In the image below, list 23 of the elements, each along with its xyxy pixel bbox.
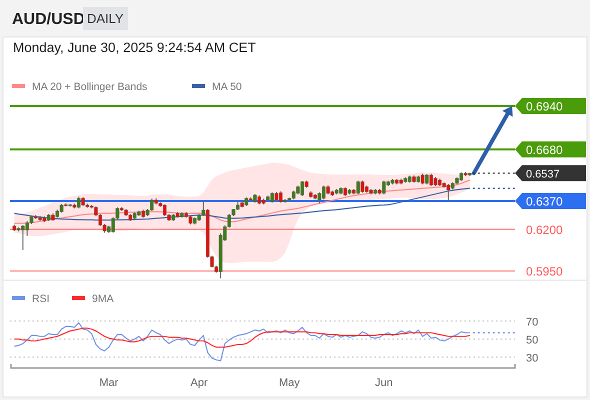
line-series bbox=[14, 328, 470, 348]
x-tick-label: Apr bbox=[190, 377, 208, 389]
x-tick-label: Jun bbox=[375, 377, 393, 389]
legend-label: RSI bbox=[32, 293, 50, 305]
legend-label: 9MA bbox=[92, 293, 114, 305]
y-tick-label: 0.5950 bbox=[526, 264, 564, 279]
y-tick-label: 0.6370 bbox=[526, 194, 564, 209]
y-tick-label: 30 bbox=[526, 352, 538, 365]
y-tick-label: 70 bbox=[526, 316, 538, 328]
y-tick-label: 0.6940 bbox=[526, 100, 564, 114]
x-tick-label: Mar bbox=[99, 377, 119, 389]
y-tick-label: 0.6680 bbox=[526, 142, 564, 157]
chart-title: AUD/USD bbox=[12, 11, 85, 28]
chart-subtitle: Monday, June 30, 2025 9:24:54 AM CET bbox=[13, 40, 256, 55]
x-tick-label: May bbox=[278, 377, 300, 389]
candlestick bbox=[434, 176, 438, 187]
line-series bbox=[14, 322, 470, 362]
text: DAILY bbox=[87, 11, 124, 26]
legend-label: MA 20 + Bollinger Bands bbox=[32, 81, 148, 93]
legend-label: MA 50 bbox=[212, 81, 242, 93]
y-tick-label: 0.6537 bbox=[526, 168, 560, 181]
y-tick-label: 50 bbox=[526, 334, 538, 347]
y-tick-label: 0.6200 bbox=[526, 222, 564, 237]
